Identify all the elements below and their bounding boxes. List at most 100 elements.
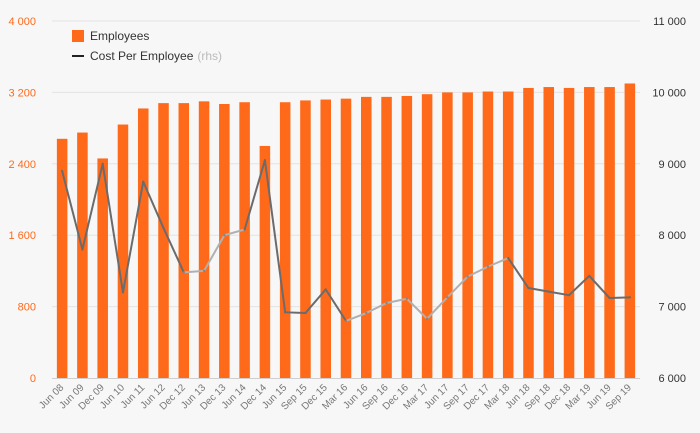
- line-segment-cost: [345, 312, 368, 322]
- bar-employees: [158, 103, 169, 379]
- point-cost: [162, 226, 165, 230]
- line-segment-cost: [568, 274, 591, 297]
- line-segment-cost: [608, 296, 631, 300]
- point-cost: [283, 311, 287, 314]
- bar-employees: [279, 102, 291, 378]
- y-left-tick-label: 4 000: [8, 16, 36, 28]
- point-cost: [304, 311, 307, 315]
- bar-employees: [137, 108, 149, 378]
- line-segment-cost: [61, 169, 84, 251]
- bar-employees: [56, 138, 68, 378]
- bar-employees: [219, 104, 230, 378]
- point-cost: [263, 159, 267, 162]
- point-cost: [507, 256, 510, 260]
- line-segment-cost: [385, 297, 408, 305]
- y-right-tick-label: 10 000: [652, 87, 686, 99]
- point-cost: [182, 271, 185, 274]
- point-cost: [425, 317, 429, 320]
- bar-employees: [381, 96, 392, 379]
- point-cost: [486, 265, 490, 268]
- bar-employees: [178, 103, 190, 379]
- point-cost: [243, 228, 246, 231]
- bar-employees: [563, 87, 575, 378]
- line-segment-cost: [182, 269, 206, 274]
- bar-employees: [259, 145, 271, 378]
- point-cost: [142, 180, 145, 183]
- point-cost: [121, 291, 125, 294]
- point-cost: [628, 296, 632, 299]
- y-left-tick-label: 1 600: [8, 230, 36, 242]
- line-segment-cost: [223, 228, 246, 237]
- line-segment-cost: [304, 288, 327, 315]
- point-cost: [344, 319, 348, 323]
- point-cost: [60, 169, 64, 173]
- line-segment-cost: [405, 297, 429, 320]
- point-cost: [202, 269, 206, 273]
- line-segment-cost: [588, 274, 611, 300]
- bar-employees: [442, 92, 453, 379]
- bar-employees: [462, 92, 473, 379]
- line-segment-cost: [466, 265, 489, 278]
- bar-employees: [502, 91, 514, 378]
- line-segment-cost: [426, 296, 449, 320]
- point-cost: [567, 293, 571, 297]
- point-cost: [365, 311, 368, 315]
- y-right-tick-label: 8 000: [658, 230, 686, 242]
- y-right-tick-label: 7 000: [658, 302, 686, 314]
- line-segment-cost: [203, 234, 226, 272]
- point-cost: [101, 162, 104, 165]
- line-segment-cost: [101, 162, 124, 294]
- bar-employees: [97, 158, 108, 378]
- line-segment-cost: [486, 257, 510, 268]
- line-segment-cost: [547, 290, 571, 297]
- legend-label-cost-text: Cost Per Employee: [90, 49, 194, 63]
- bar-employees: [421, 94, 433, 378]
- point-cost: [223, 234, 226, 237]
- bar-employees: [198, 101, 210, 378]
- bar-employees: [239, 102, 250, 378]
- point-cost: [81, 248, 84, 251]
- legend-label-employees: Employees: [90, 29, 149, 43]
- line-segment-cost: [527, 287, 550, 293]
- bar-employees: [401, 95, 413, 378]
- line-segment-cost: [446, 275, 469, 299]
- bar-employees: [523, 87, 534, 378]
- bar-employees: [320, 99, 331, 378]
- y-left-tick-label: 3 200: [8, 87, 36, 99]
- bar-employees: [300, 100, 311, 379]
- employee-bars: [56, 83, 636, 379]
- y-right-tick-label: 11 000: [653, 16, 686, 28]
- legend-label-cost: Cost Per Employee (rhs): [90, 49, 222, 63]
- bar-employees: [624, 83, 636, 378]
- point-cost: [405, 297, 409, 300]
- y-right-tick-label: 9 000: [658, 159, 686, 171]
- legend: Employees Cost Per Employee (rhs): [72, 29, 222, 63]
- bar-employees: [482, 91, 494, 378]
- bar-employees: [77, 132, 88, 378]
- bar-employees: [340, 98, 352, 379]
- point-cost: [385, 301, 388, 305]
- point-cost: [466, 275, 469, 278]
- line-segment-cost: [284, 311, 307, 315]
- legend-swatch-employees: [72, 30, 84, 42]
- y-left-tick-label: 800: [18, 302, 36, 314]
- line-segment-cost: [263, 159, 287, 314]
- point-cost: [588, 274, 591, 278]
- line-segment-cost: [243, 159, 266, 231]
- line-segment-cost: [142, 180, 165, 230]
- legend-label-cost-rhs: (rhs): [197, 49, 222, 63]
- bar-employees: [361, 96, 372, 379]
- point-cost: [547, 290, 550, 293]
- line-segment-cost: [324, 288, 347, 322]
- y-right-tick-label: 6 000: [658, 373, 686, 385]
- line-segment-cost: [121, 180, 145, 294]
- bar-employees: [604, 87, 615, 379]
- point-cost: [527, 286, 530, 290]
- bar-employees: [543, 87, 555, 379]
- bar-employees: [117, 124, 129, 378]
- point-cost: [324, 288, 327, 291]
- bar-employees: [584, 87, 595, 379]
- y-left-tick-label: 2 400: [8, 159, 36, 171]
- cost-line: [60, 159, 632, 323]
